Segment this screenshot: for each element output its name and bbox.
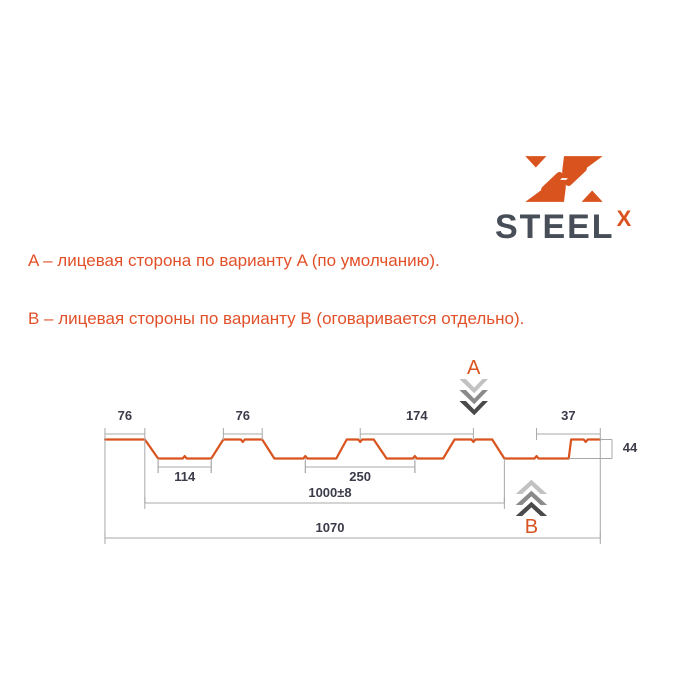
svg-text:B: B — [525, 516, 538, 538]
svg-text:1000±8: 1000±8 — [308, 485, 351, 500]
svg-text:37: 37 — [561, 408, 575, 423]
svg-text:44: 44 — [623, 440, 638, 455]
svg-text:A: A — [467, 357, 481, 379]
svg-text:174: 174 — [406, 408, 428, 423]
svg-text:76: 76 — [236, 408, 250, 423]
svg-text:76: 76 — [118, 408, 132, 423]
svg-text:114: 114 — [174, 469, 196, 484]
svg-text:1070: 1070 — [316, 520, 345, 535]
svg-text:250: 250 — [349, 469, 371, 484]
